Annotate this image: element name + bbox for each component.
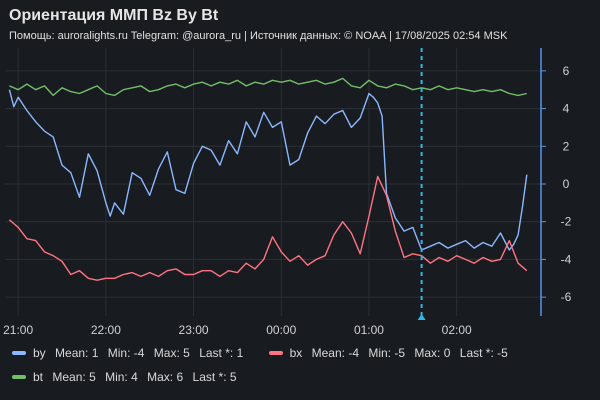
y-tick-label: -6 xyxy=(561,290,572,304)
legend-last-label: Last *: xyxy=(459,346,494,360)
legend-max-label: Max: xyxy=(414,346,441,360)
legend-last-label: Last *: xyxy=(199,346,234,360)
legend-last-value: 5 xyxy=(229,370,237,384)
legend-row-1: by Mean: 1 Min: -4 Max: 5 Last *: 1 bx M… xyxy=(12,346,530,360)
series-line-bx xyxy=(8,175,528,281)
legend-name: by xyxy=(33,346,46,360)
x-tick-label: 01:00 xyxy=(354,323,384,337)
x-tick-label: 02:00 xyxy=(442,323,472,337)
legend-mean-label: Mean: xyxy=(52,370,86,384)
marker-arrow[interactable] xyxy=(417,314,426,320)
chart-subtitle: Помощь: auroralights.ru Telegram: @auror… xyxy=(9,30,508,42)
x-tick-label: 00:00 xyxy=(266,323,296,337)
legend-min-value: 4 xyxy=(131,370,138,384)
legend-item-bx[interactable]: bx Mean: -4 Min: -5 Max: 0 Last *: -5 xyxy=(268,346,508,360)
legend-last-value: -5 xyxy=(497,346,508,360)
legend-max-value: 0 xyxy=(443,346,451,360)
legend-item-bt[interactable]: bt Mean: 5 Min: 4 Max: 6 Last *: 5 xyxy=(12,370,237,384)
legend-max-value: 5 xyxy=(183,346,190,360)
x-tick-label: 21:00 xyxy=(3,323,33,337)
y-tick-label: 6 xyxy=(563,64,570,78)
legend-swatch-bt xyxy=(12,374,26,379)
legend-item-by[interactable]: by Mean: 1 Min: -4 Max: 5 Last *: 1 xyxy=(12,346,243,360)
legend-min-value: -5 xyxy=(394,346,406,360)
legend-swatch-bx xyxy=(268,350,283,355)
legend-mean-value: 5 xyxy=(89,370,96,384)
x-tick-label: 23:00 xyxy=(179,323,209,337)
grid-lines xyxy=(5,48,540,316)
y-tick-label: 4 xyxy=(563,102,570,116)
series-line-bt xyxy=(9,77,527,97)
legend-row-2: bt Mean: 5 Min: 4 Max: 6 Last *: 5 xyxy=(12,370,259,384)
legend-name: bt xyxy=(33,370,44,384)
legend-mean-value: -4 xyxy=(348,346,359,360)
legend-mean-value: 1 xyxy=(91,346,99,360)
legend-max-label: Max: xyxy=(153,346,180,360)
time-marker xyxy=(417,48,426,320)
legend-mean-label: Mean: xyxy=(55,346,89,360)
y-tick-label: 0 xyxy=(563,177,570,191)
legend-swatch-by xyxy=(12,350,26,355)
series-line-by xyxy=(8,89,528,251)
legend-last-label: Last *: xyxy=(192,370,227,384)
y-axis-right: 6 4 2 0 -2 -4 -6 xyxy=(540,48,572,316)
legend-max-value: 6 xyxy=(176,370,184,384)
y-tick-label: -2 xyxy=(561,215,572,229)
legend-max-label: Max: xyxy=(147,370,174,384)
legend-mean-label: Mean: xyxy=(311,346,345,360)
legend-last-value: 1 xyxy=(236,346,244,360)
y-tick-label: 2 xyxy=(563,139,570,153)
chart-title: Ориентация ММП Bz By Bt xyxy=(9,7,219,24)
legend-min-label: Min: xyxy=(368,346,392,360)
legend-min-value: -4 xyxy=(133,346,145,360)
x-axis: 21:00 22:00 23:00 00:00 01:00 02:00 xyxy=(3,323,472,337)
legend-min-label: Min: xyxy=(107,346,131,360)
series-lines xyxy=(8,77,528,281)
legend-min-label: Min: xyxy=(105,370,128,384)
y-tick-label: -4 xyxy=(561,252,572,266)
x-tick-label: 22:00 xyxy=(91,323,121,337)
legend-name: bx xyxy=(289,346,303,360)
